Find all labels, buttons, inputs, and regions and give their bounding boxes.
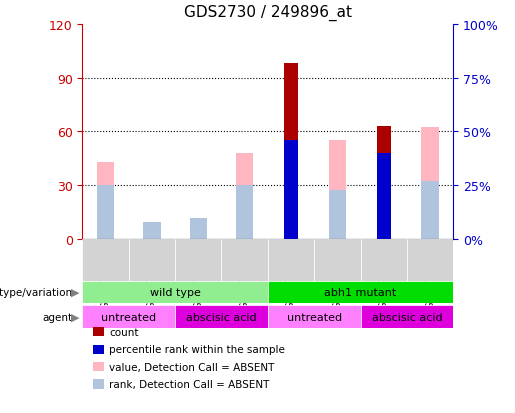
- Bar: [97, 186, 114, 240]
- Text: ▶: ▶: [71, 287, 80, 297]
- Bar: [421, 128, 439, 240]
- FancyBboxPatch shape: [129, 240, 175, 281]
- Bar: [284, 64, 298, 240]
- FancyBboxPatch shape: [314, 240, 360, 281]
- Bar: [421, 182, 439, 240]
- Bar: [190, 218, 207, 240]
- Bar: [329, 190, 346, 240]
- Bar: [236, 186, 253, 240]
- Text: ▶: ▶: [71, 312, 80, 322]
- Text: wild type: wild type: [150, 287, 200, 297]
- FancyBboxPatch shape: [268, 281, 453, 304]
- Text: value, Detection Call = ABSENT: value, Detection Call = ABSENT: [109, 362, 274, 372]
- Bar: [329, 141, 346, 240]
- Text: abscisic acid: abscisic acid: [186, 312, 257, 322]
- Text: count: count: [109, 327, 139, 337]
- Text: rank, Detection Call = ABSENT: rank, Detection Call = ABSENT: [109, 379, 269, 389]
- Text: percentile rank within the sample: percentile rank within the sample: [109, 344, 285, 354]
- FancyBboxPatch shape: [175, 240, 221, 281]
- Bar: [376, 127, 390, 240]
- FancyBboxPatch shape: [82, 281, 268, 304]
- FancyBboxPatch shape: [360, 306, 453, 328]
- FancyBboxPatch shape: [268, 306, 360, 328]
- Bar: [143, 222, 161, 240]
- FancyBboxPatch shape: [268, 240, 314, 281]
- Bar: [97, 162, 114, 240]
- Text: untreated: untreated: [286, 312, 342, 322]
- Text: abscisic acid: abscisic acid: [371, 312, 442, 322]
- FancyBboxPatch shape: [82, 240, 129, 281]
- Text: genotype/variation: genotype/variation: [0, 287, 72, 297]
- FancyBboxPatch shape: [82, 306, 175, 328]
- Bar: [284, 141, 298, 240]
- FancyBboxPatch shape: [221, 240, 268, 281]
- Title: GDS2730 / 249896_at: GDS2730 / 249896_at: [184, 5, 352, 21]
- FancyBboxPatch shape: [175, 306, 268, 328]
- Text: agent: agent: [42, 312, 72, 322]
- Bar: [376, 154, 390, 240]
- FancyBboxPatch shape: [360, 240, 407, 281]
- Text: abh1 mutant: abh1 mutant: [324, 287, 397, 297]
- FancyBboxPatch shape: [407, 240, 453, 281]
- Bar: [236, 154, 253, 240]
- Text: untreated: untreated: [101, 312, 157, 322]
